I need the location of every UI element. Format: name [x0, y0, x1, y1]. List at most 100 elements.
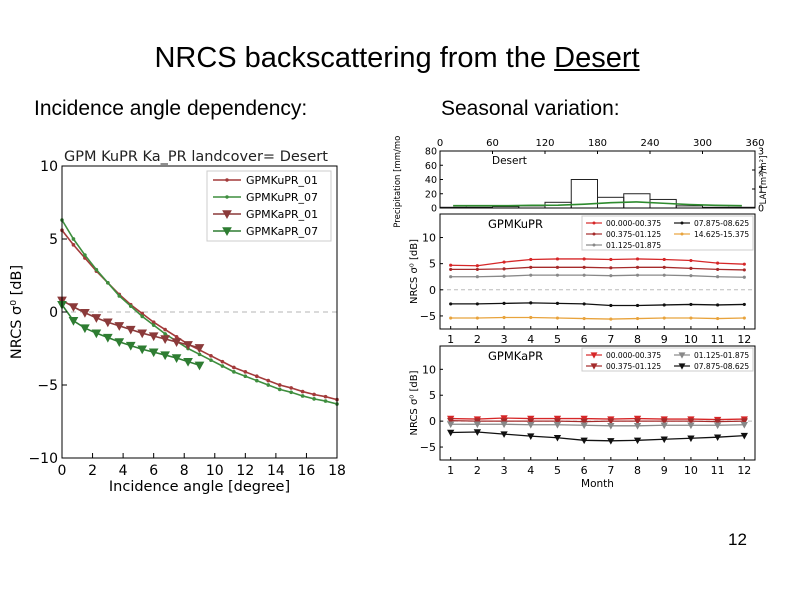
top-x-tick-label: 0: [437, 138, 443, 149]
data-point: [716, 261, 720, 265]
panel-title: GPMKuPR: [488, 217, 543, 231]
series-00.375-01.125: [449, 265, 746, 272]
y-tick-label: −5: [420, 310, 436, 323]
x-tick-label: 4: [527, 464, 534, 477]
data-point: [527, 433, 535, 440]
data-point: [209, 358, 213, 362]
data-point: [716, 303, 720, 307]
title-underlined: Desert: [554, 42, 640, 74]
series-14.625-15.375: [449, 315, 746, 321]
series-00.375-01.125: [447, 417, 748, 426]
data-point: [71, 237, 76, 241]
legend-label: 00.000-00.375: [606, 219, 661, 228]
data-point: [473, 421, 482, 429]
data-point: [277, 387, 282, 392]
data-point: [553, 418, 562, 425]
data-point: [323, 394, 328, 399]
x-tick-label: 2: [474, 464, 481, 477]
y-tick-label: 5: [429, 258, 436, 271]
right-heading: Seasonal variation:: [441, 97, 620, 120]
data-point: [580, 415, 588, 423]
seasonal-variation-chart: 0 60 120 180 240 300 360Desert0204060800123Pre…: [393, 135, 769, 490]
y-tick-label: 5: [429, 389, 436, 402]
x-tick-label: 7: [607, 464, 614, 477]
data-point: [473, 429, 482, 436]
slide-title: NRCS backscattering from the Desert: [0, 40, 794, 76]
data-point: [633, 423, 642, 430]
y-tick-label: 10: [422, 363, 436, 376]
x-tick-label: 11: [711, 464, 725, 477]
y-tick-label: 5: [49, 232, 58, 248]
data-point: [742, 275, 746, 279]
y-tick-label: 0: [49, 305, 58, 321]
x-tick-label: 10: [684, 464, 698, 477]
data-point: [689, 316, 693, 320]
data-point: [500, 415, 508, 422]
x-tick-label: 0: [58, 463, 67, 479]
x-tick-label: 2: [88, 463, 97, 479]
data-point: [713, 434, 722, 442]
data-point: [220, 364, 225, 368]
legend-label: 07.875-08.625: [694, 362, 749, 371]
x-tick-label: 5: [554, 464, 561, 477]
data-point: [502, 315, 506, 320]
data-point: [742, 268, 746, 272]
data-point: [609, 317, 613, 321]
data-point: [106, 280, 110, 285]
x-tick-label: 4: [119, 463, 128, 479]
series-07.875-08.625: [447, 429, 748, 445]
data-point: [660, 436, 668, 444]
x-tick-label: 1: [447, 333, 454, 346]
data-point: [607, 438, 615, 445]
y-axis-label: NRCS σ⁰ [dB]: [9, 265, 25, 359]
legend-box: [581, 215, 754, 251]
x-axis-label: Incidence angle [degree]: [109, 479, 290, 495]
data-point: [580, 418, 588, 426]
legend: 00.000-00.375 00.375-01.125 01.125-01.875 0…: [581, 347, 754, 372]
data-point: [163, 332, 167, 336]
top-x-tick-label: 180: [588, 138, 607, 149]
data-point: [742, 262, 746, 266]
data-point: [689, 266, 693, 270]
top-x-tick-label: 360: [745, 138, 764, 149]
data-point: [580, 422, 588, 430]
panel-frame: [439, 213, 756, 330]
data-point: [137, 329, 148, 339]
legend-label: 01.125-01.875: [606, 241, 661, 250]
data-point: [171, 338, 182, 347]
data-point: [660, 418, 668, 425]
data-point: [582, 302, 586, 306]
data-point: [555, 301, 560, 305]
lai-line: [453, 201, 742, 207]
left-heading: Incidence angle dependency:: [34, 97, 308, 120]
data-point: [555, 265, 560, 269]
precip-y-tick-label: 20: [425, 189, 437, 200]
data-point: [553, 422, 562, 429]
legend-marker: [592, 243, 596, 247]
chart-title: GPM KuPR Ka_PR landcover= Desert: [64, 149, 328, 165]
data-point: [148, 348, 159, 358]
legend-marker: [225, 195, 229, 199]
data-point: [137, 345, 148, 355]
data-point: [555, 273, 560, 277]
legend-marker: [592, 221, 596, 225]
x-tick-label: 18: [328, 463, 345, 479]
y-tick-label: 0: [429, 284, 436, 297]
legend: GPMKuPR_01 GPMKuPR_07 GPMKaPR_01 GPMKaPR_07: [206, 170, 332, 242]
y-tick-label: −5: [37, 378, 58, 394]
lai-y-axis-label: LAI [m²/m²]: [759, 156, 769, 205]
panel-title: GPMKaPR: [488, 349, 543, 363]
data-point: [473, 418, 482, 425]
data-point: [312, 392, 316, 397]
data-point: [449, 263, 453, 267]
data-point: [254, 374, 259, 379]
data-point: [475, 302, 479, 306]
legend-label: 07.875-08.625: [694, 219, 749, 228]
y-axis-label: NRCS σ⁰ [dB]: [409, 370, 420, 435]
legend-marker: [590, 363, 598, 370]
x-tick-label: 3: [501, 333, 508, 346]
data-point: [148, 332, 159, 342]
x-tick-label: 11: [711, 333, 725, 346]
